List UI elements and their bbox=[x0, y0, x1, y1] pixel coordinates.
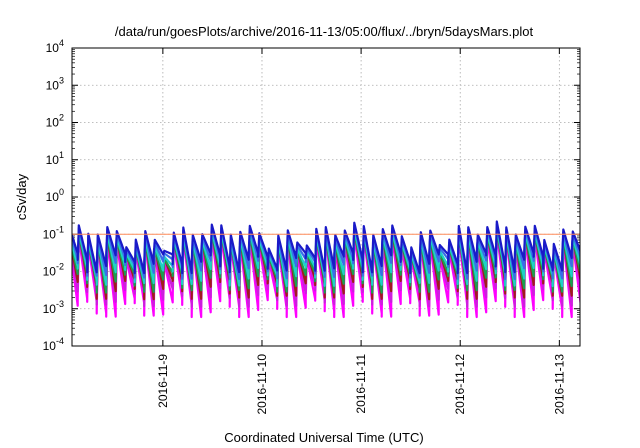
y-tick-label: 10-3 bbox=[43, 299, 64, 316]
y-tick-exponent: 4 bbox=[59, 38, 64, 48]
y-tick-base: 10 bbox=[46, 190, 60, 204]
y-tick-label: 103 bbox=[46, 75, 64, 92]
y-tick-exponent: 3 bbox=[59, 75, 64, 85]
y-tick-base: 10 bbox=[43, 339, 57, 353]
y-tick-exponent: 0 bbox=[59, 187, 64, 197]
chart-title: /data/run/goesPlots/archive/2016-11-13/0… bbox=[115, 24, 534, 39]
y-tick-base: 10 bbox=[46, 41, 60, 55]
y-tick-base: 10 bbox=[43, 265, 57, 279]
y-tick-exponent: 1 bbox=[59, 150, 64, 160]
y-tick-label: 100 bbox=[46, 187, 64, 204]
series-line bbox=[72, 231, 580, 319]
y-tick-base: 10 bbox=[46, 116, 60, 130]
y-tick-base: 10 bbox=[43, 227, 57, 241]
y-tick-exponent: -3 bbox=[56, 299, 64, 309]
y-tick-label: 10-2 bbox=[43, 262, 64, 279]
x-tick-label: 2016-11-10 bbox=[255, 354, 269, 415]
y-tick-base: 10 bbox=[43, 302, 57, 316]
y-tick-exponent: -1 bbox=[56, 224, 64, 234]
plot-area bbox=[71, 47, 581, 347]
y-tick-label: 10-1 bbox=[43, 224, 64, 241]
grid-lines bbox=[72, 47, 580, 347]
x-tick-label: 2016-11-13 bbox=[552, 354, 566, 415]
x-tick-label: 2016-11-12 bbox=[453, 354, 467, 415]
y-tick-label: 102 bbox=[46, 113, 64, 130]
y-tick-exponent: -2 bbox=[56, 262, 64, 272]
series-line bbox=[72, 220, 580, 275]
series-group bbox=[72, 220, 580, 319]
y-tick-label: 101 bbox=[46, 150, 64, 167]
x-tick-label: 2016-11-9 bbox=[156, 354, 170, 408]
y-tick-exponent: -4 bbox=[56, 336, 64, 346]
y-tick-exponent: 2 bbox=[59, 113, 64, 123]
x-tick-labels: 2016-11-9 2016-11-10 2016-11-11 2016-11-12 2… bbox=[156, 354, 566, 415]
x-tick-label: 2016-11-11 bbox=[354, 354, 368, 414]
y-axis-label: cSv/day bbox=[14, 173, 29, 220]
y-tick-base: 10 bbox=[46, 153, 60, 167]
y-tick-label: 10-4 bbox=[43, 336, 64, 353]
y-tick-base: 10 bbox=[46, 78, 60, 92]
y-tick-label: 104 bbox=[46, 38, 64, 55]
x-axis-label: Coordinated Universal Time (UTC) bbox=[224, 430, 423, 445]
